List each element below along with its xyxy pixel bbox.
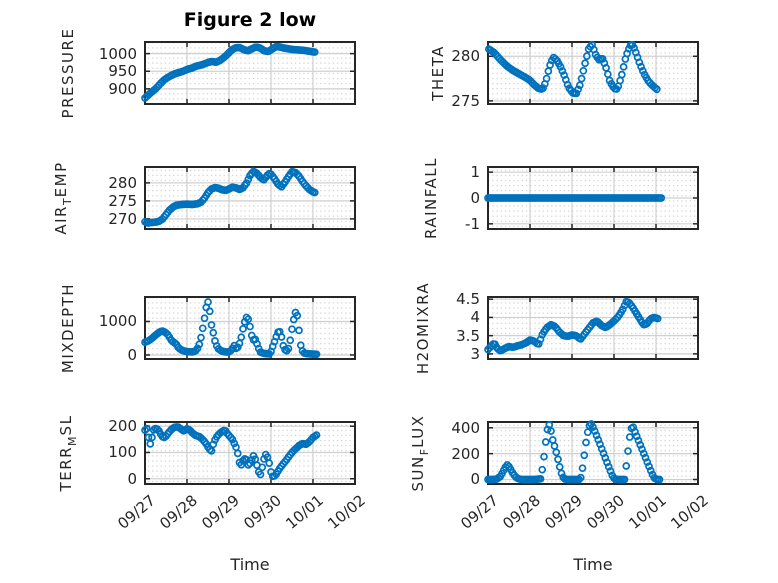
ytick-label-rainfall--1: -1 [465,214,480,233]
subplot-pressure [141,41,356,105]
ylabel-subscript: T [61,197,74,206]
ylabel-air-temp: AIRTEMP [52,161,74,234]
ytick-label-rainfall-1: 1 [470,163,480,182]
subplot-terr_msl [141,421,356,485]
subplot-air_temp [141,166,356,230]
subplot-mixdepth [141,296,356,360]
ylabel-text: EMP [52,161,70,198]
ytick-label-sun_flux-0: 0 [470,470,480,489]
ytick-label-theta-280: 280 [451,47,480,66]
ytick-label-h2omixra-4.5: 4.5 [456,290,480,309]
xaxis-label-left: Time [230,555,270,574]
series-h2omixra [484,297,662,355]
subplot-sun_flux [484,420,699,485]
series-mixdepth [141,298,321,359]
ylabel-text: AIR [52,205,70,235]
ytick-label-terr_msl-200: 200 [108,417,137,436]
ytick-label-theta-275: 275 [451,91,480,110]
ylabel-terr-msl: TERRMSL [57,415,79,492]
ylabel-text: TERR [57,445,75,492]
ytick-label-sun_flux-400: 400 [451,418,480,437]
series-sun_flux [484,420,664,484]
series-terr_msl [141,423,321,481]
series-air_temp [141,167,319,227]
ytick-label-mixdepth-0: 0 [127,345,137,364]
ytick-label-air_temp-270: 270 [108,209,137,228]
series-rainfall [484,194,666,202]
series-theta [484,40,661,98]
ylabel-text: PRESSURE [59,27,77,119]
ytick-label-pressure-1000: 1000 [98,44,137,63]
series-pressure [141,42,319,102]
ytick-label-pressure-950: 950 [108,62,137,81]
ylabel-text: SL [57,414,75,436]
xaxis-label-right: Time [573,555,613,574]
ytick-label-terr_msl-100: 100 [108,443,137,462]
ylabel-text: MIXDEPTH [59,282,77,374]
ytick-label-air_temp-280: 280 [108,173,137,192]
ytick-label-rainfall-0: 0 [470,189,480,207]
ytick-label-sun_flux-200: 200 [451,444,480,463]
ytick-label-terr_msl-0: 0 [127,469,137,488]
subplot-theta [484,40,699,105]
subplot-rainfall [484,166,699,230]
ytick-label-air_temp-275: 275 [108,191,137,210]
figure-title: Figure 2 low [183,9,317,31]
ytick-label-h2omixra-3.5: 3.5 [456,326,480,345]
ytick-label-h2omixra-3: 3 [470,344,480,363]
subplot-h2omixra [484,296,699,360]
ytick-label-pressure-900: 900 [108,79,137,98]
ytick-label-h2omixra-4: 4 [470,308,480,327]
ytick-label-mixdepth-1000: 1000 [98,312,137,331]
